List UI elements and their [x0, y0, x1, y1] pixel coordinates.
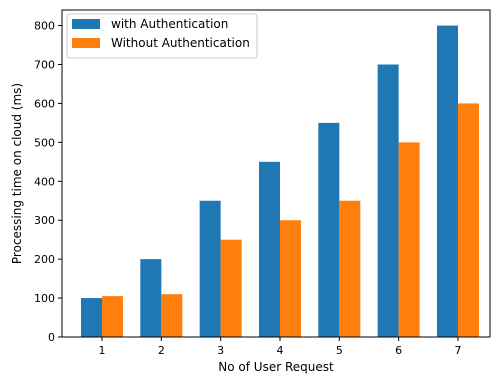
x-tick-label: 1: [99, 344, 106, 357]
bar-with-authentication-1: [81, 298, 102, 337]
legend-box: [66, 13, 258, 59]
y-tick-label: 0: [48, 331, 55, 344]
y-tick-label: 500: [34, 136, 55, 149]
y-tick-label: 300: [34, 214, 55, 227]
bar-without-authentication-4: [279, 220, 301, 337]
legend-label-with-authentication: with Authentication: [111, 17, 228, 31]
x-tick-label: 6: [395, 344, 402, 357]
x-tick-label: 5: [336, 344, 343, 357]
x-tick-label: 3: [217, 344, 224, 357]
y-tick-label: 600: [34, 97, 55, 110]
legend-swatch-with-authentication: [72, 19, 100, 29]
y-tick-label: 400: [34, 175, 55, 188]
bar-with-authentication-7: [436, 25, 458, 337]
x-axis-label: No of User Request: [218, 360, 334, 374]
x-tick-label: 4: [276, 344, 283, 357]
legend-swatch-without-authentication: [72, 38, 100, 48]
bar-with-authentication-2: [140, 259, 162, 337]
bar-with-authentication-3: [199, 200, 221, 337]
legend: with Authentication Without Authenticati…: [66, 13, 258, 59]
y-axis: 0 100 200 300 400 500 600 700 800: [34, 20, 62, 344]
bar-without-authentication-7: [457, 103, 479, 338]
bar-with-authentication-5: [318, 122, 340, 337]
y-tick-label: 800: [34, 20, 55, 33]
y-tick-label: 200: [34, 253, 55, 266]
y-tick-label: 100: [34, 292, 55, 305]
bar-without-authentication-3: [220, 239, 242, 337]
y-axis-label: Processing time on cloud (ms): [10, 83, 24, 264]
bar-with-authentication-6: [377, 64, 399, 337]
x-axis: 1 2 3 4 5 6 7: [99, 337, 461, 357]
bar-with-authentication-4: [258, 161, 280, 337]
x-tick-label: 7: [454, 344, 461, 357]
plot-area-frame: [61, 9, 491, 338]
bar-without-authentication-6: [398, 142, 420, 337]
legend-label-without-authentication: Without Authentication: [111, 36, 250, 50]
bar-without-authentication-1: [102, 296, 123, 338]
x-tick-label: 2: [158, 344, 165, 357]
y-tick-label: 700: [34, 59, 55, 72]
bars-layer: [81, 25, 479, 338]
bar-without-authentication-2: [161, 294, 183, 337]
bar-without-authentication-5: [339, 200, 361, 337]
